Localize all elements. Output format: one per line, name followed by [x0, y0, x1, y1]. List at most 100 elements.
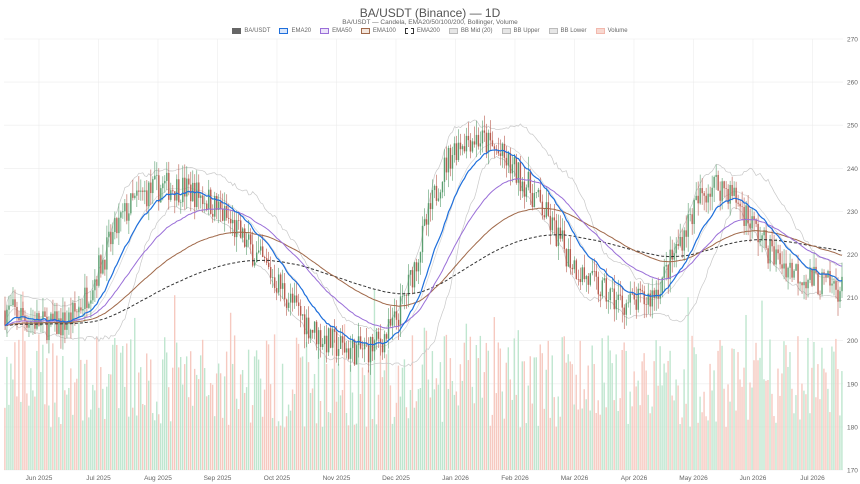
candle-body	[333, 329, 336, 332]
candle-body	[172, 190, 174, 192]
candle-body	[421, 225, 424, 253]
volume-bar	[543, 408, 545, 470]
legend-item[interactable]: BA/USDT	[232, 28, 270, 34]
candle-body	[713, 176, 715, 188]
volume-bar	[649, 413, 651, 470]
volume-bar	[391, 423, 394, 470]
volume-bar	[64, 390, 66, 470]
volume-bar	[657, 385, 659, 470]
volume-bar	[491, 414, 494, 470]
candle-body	[507, 152, 510, 166]
volume-bar	[501, 391, 504, 470]
legend-item[interactable]: EMA20	[279, 28, 311, 34]
candle-body	[196, 182, 198, 208]
volume-bar	[263, 389, 266, 470]
x-tick-label: Mar 2026	[561, 475, 589, 482]
candle-body	[639, 288, 641, 291]
volume-bar	[271, 417, 274, 470]
candle-body	[419, 252, 422, 263]
candle-body	[130, 193, 132, 214]
volume-bar	[525, 423, 527, 470]
legend-item[interactable]: BB Lower	[548, 28, 587, 34]
candle-body	[437, 198, 440, 201]
volume-bar	[54, 402, 56, 470]
candle-body	[491, 140, 494, 147]
volume-bar	[679, 424, 681, 470]
volume-bar	[305, 341, 308, 470]
volume-bar	[191, 405, 194, 470]
volume-bar	[227, 424, 230, 470]
volume-bar	[393, 416, 396, 470]
candle-body	[369, 337, 372, 363]
volume-bar	[483, 372, 486, 470]
candle-body	[841, 276, 843, 292]
volume-bar	[189, 351, 192, 470]
volume-bar	[281, 363, 284, 470]
candle-body	[481, 130, 484, 144]
candle-body	[819, 294, 821, 295]
volume-bar	[727, 384, 729, 470]
candle-body	[108, 231, 110, 238]
candle-body	[829, 271, 831, 286]
candle-body	[469, 140, 472, 152]
legend-item[interactable]: BB Mid (20)	[448, 28, 493, 34]
candle-body	[291, 293, 294, 303]
volume-bar	[78, 306, 80, 470]
volume-bar	[52, 343, 54, 470]
volume-bar	[595, 413, 597, 470]
volume-bar	[631, 406, 633, 470]
y-tick-label: 260	[847, 80, 858, 87]
candle-body	[833, 281, 835, 284]
candle-body	[206, 203, 208, 210]
candle-body	[721, 181, 723, 201]
candle-body	[78, 307, 80, 313]
volume-bar	[136, 415, 138, 470]
volume-bar	[677, 385, 679, 470]
volume-bar	[461, 380, 464, 470]
volume-bar	[138, 372, 140, 470]
volume-bar	[597, 400, 599, 470]
candle-body	[583, 267, 586, 280]
volume-bar	[140, 367, 142, 470]
candle-body	[337, 348, 340, 356]
volume-bar	[253, 356, 256, 470]
candle-body	[242, 228, 244, 238]
volume-bar	[821, 347, 823, 470]
candle-body	[373, 340, 376, 352]
volume-bar	[481, 397, 484, 470]
legend-item[interactable]: Volume	[595, 28, 628, 34]
volume-bar	[407, 418, 410, 470]
candle-body	[717, 174, 719, 191]
legend-item[interactable]: EMA50	[320, 28, 352, 34]
candle-body	[607, 300, 609, 302]
candle-body	[355, 345, 358, 365]
volume-bar	[325, 363, 328, 470]
volume-bar	[34, 396, 36, 470]
candle-body	[257, 250, 260, 253]
candle-body	[457, 142, 460, 161]
candle-body	[831, 283, 833, 286]
volume-bar	[156, 401, 158, 470]
candle-body	[8, 305, 10, 310]
candle-body	[725, 188, 727, 189]
legend-item[interactable]: EMA100	[360, 28, 396, 34]
candle-body	[799, 282, 801, 284]
candle-body	[148, 182, 150, 207]
volume-bar	[675, 379, 677, 470]
legend-item[interactable]: EMA200	[404, 28, 440, 34]
volume-bar	[547, 340, 549, 470]
candle-body	[409, 270, 412, 275]
legend-item[interactable]: BB Upper	[501, 28, 540, 34]
candle-body	[64, 312, 66, 330]
volume-bar	[583, 389, 585, 470]
volume-bar	[697, 422, 699, 470]
volume-bar	[243, 392, 246, 470]
volume-bar	[783, 341, 785, 470]
volume-bar	[327, 412, 330, 470]
volume-bar	[58, 417, 60, 470]
volume-bar	[475, 345, 478, 470]
candle-body	[581, 267, 584, 283]
volume-bar	[395, 402, 398, 470]
candle-body	[795, 264, 797, 271]
volume-bar	[539, 344, 541, 470]
